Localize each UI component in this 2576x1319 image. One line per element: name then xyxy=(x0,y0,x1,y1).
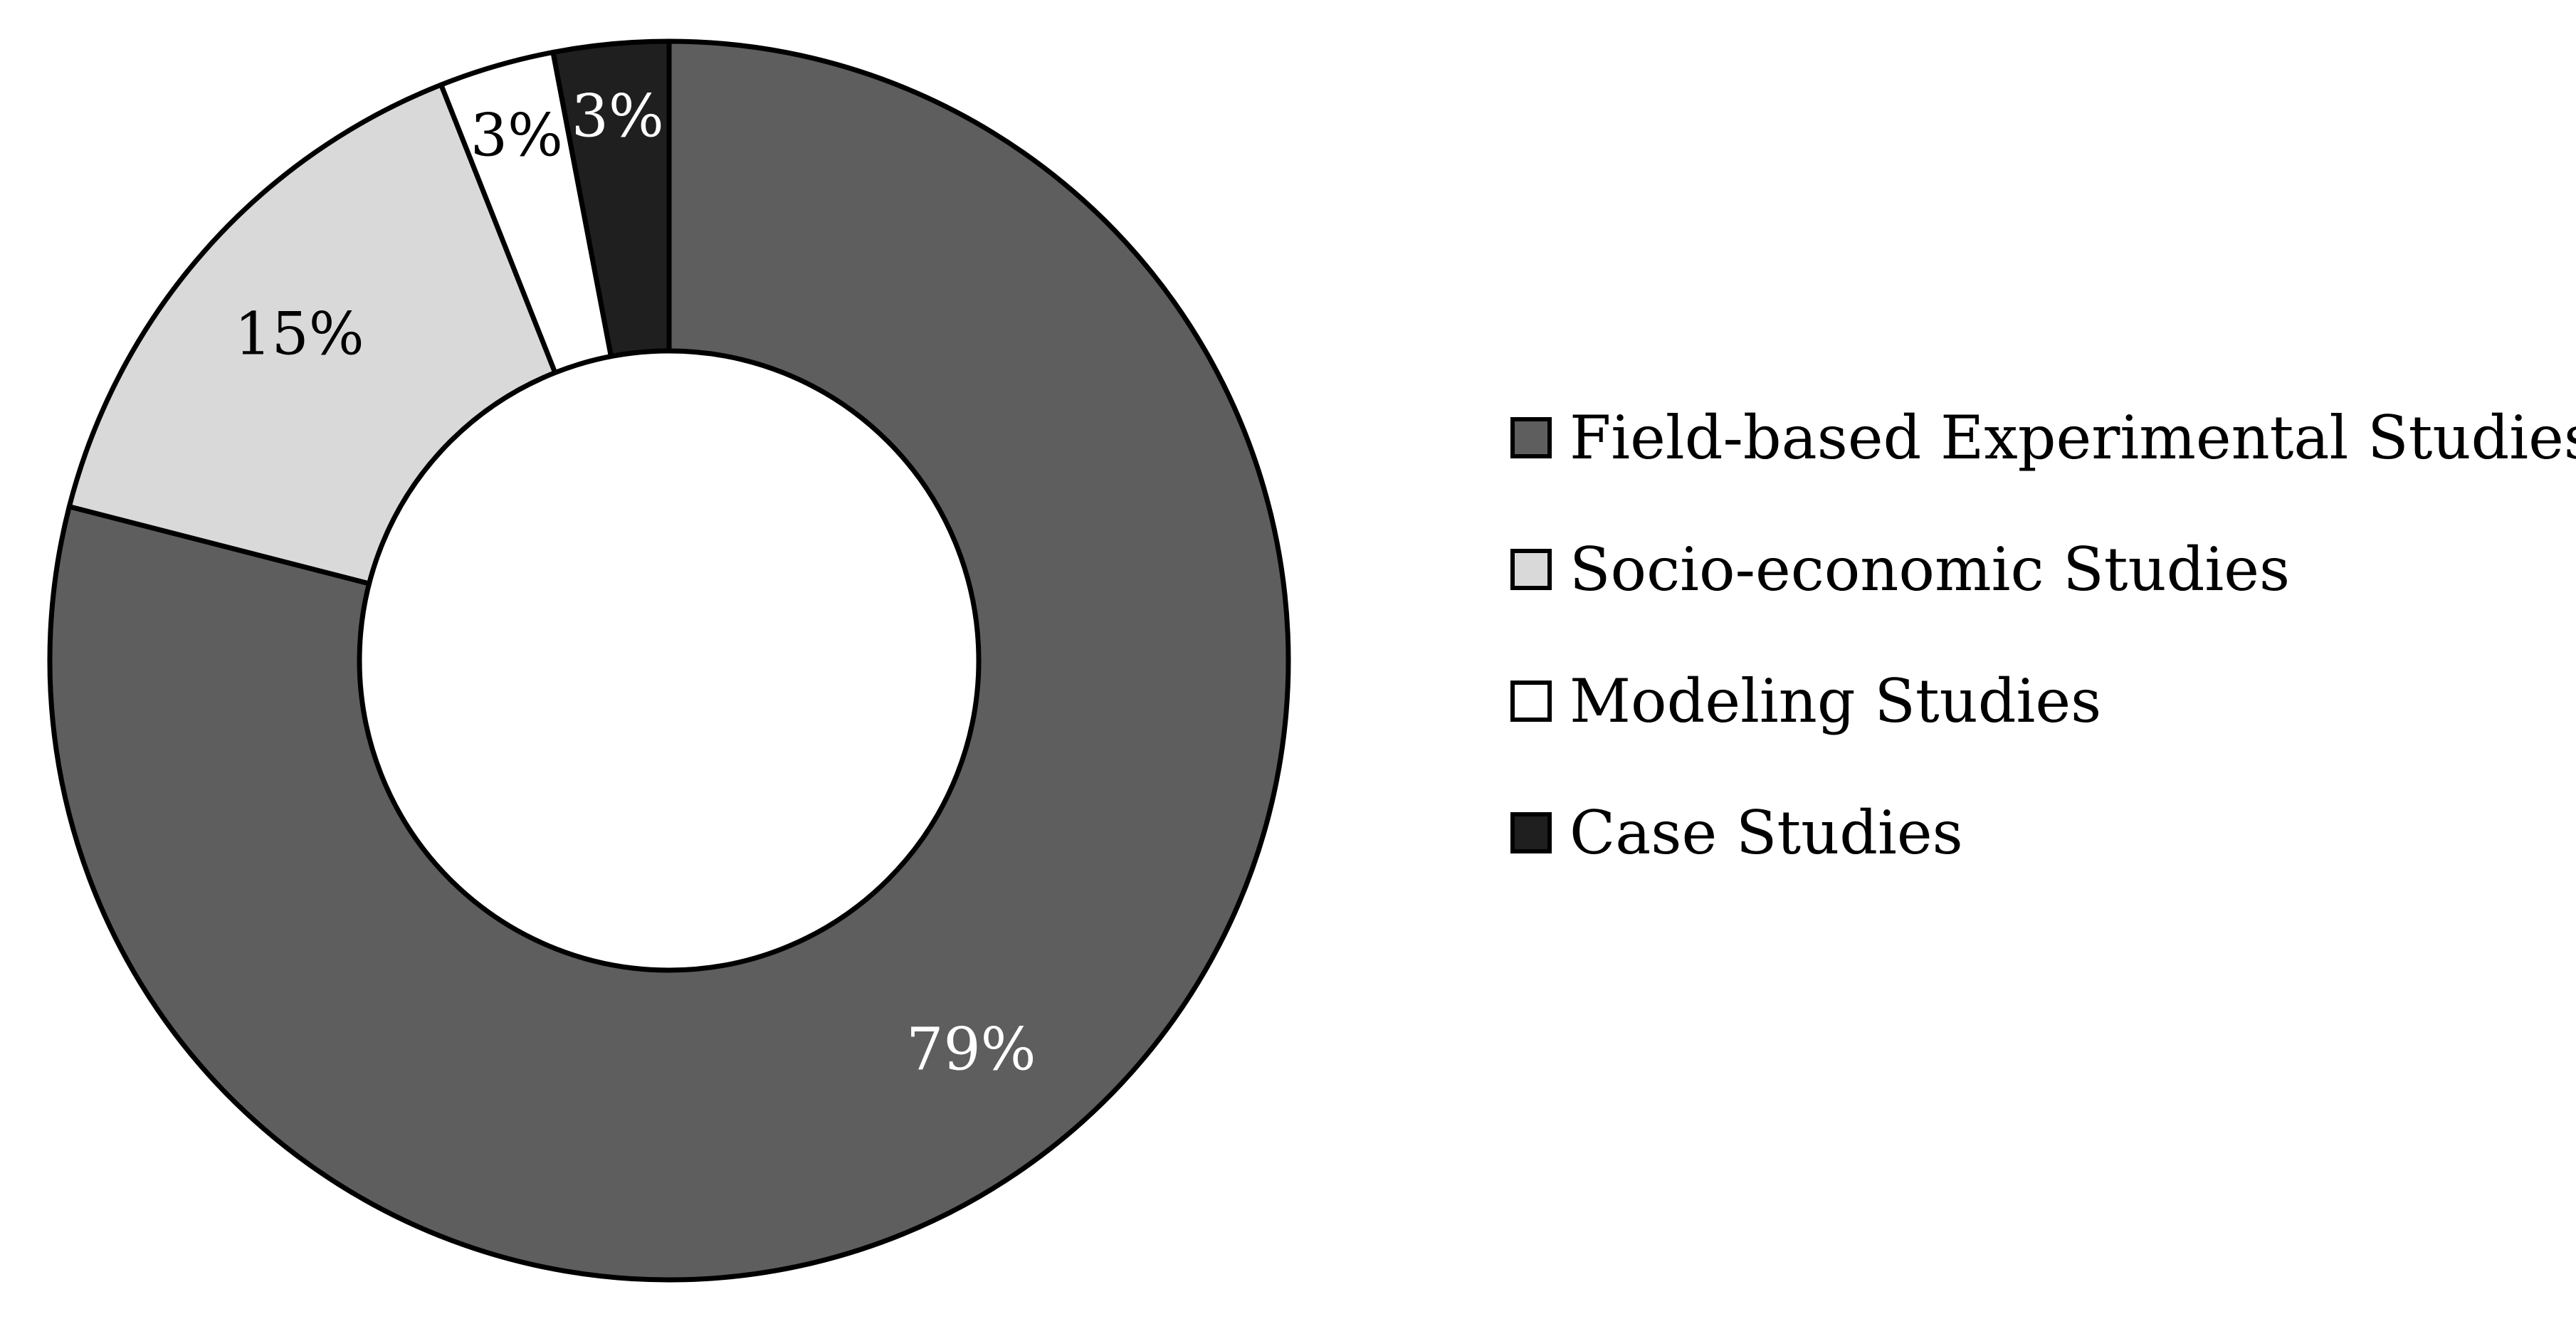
data-label-3: 3% xyxy=(470,102,563,169)
legend-swatch-4 xyxy=(1510,812,1552,853)
donut-hole xyxy=(357,348,982,973)
legend-swatch-3 xyxy=(1510,680,1552,722)
data-label-4: 3% xyxy=(572,83,664,150)
donut-slices xyxy=(47,38,1291,1283)
data-labels: 79% 15% 3% 3% xyxy=(234,83,1036,1083)
donut-slice-1 xyxy=(47,38,1291,1283)
legend-label-1: Field-based Experimental Studies xyxy=(1570,403,2576,473)
legend-swatch-2 xyxy=(1510,549,1552,590)
data-label-1: 79% xyxy=(906,1016,1036,1084)
legend-label-3: Modeling Studies xyxy=(1570,666,2101,736)
legend-label-2: Socio-economic Studies xyxy=(1570,535,2290,604)
legend-swatch-1 xyxy=(1510,417,1552,458)
legend: Field-based Experimental Studies Socio-ec… xyxy=(1510,403,2576,868)
data-label-2: 15% xyxy=(234,301,364,369)
legend-label-4: Case Studies xyxy=(1570,798,1963,868)
